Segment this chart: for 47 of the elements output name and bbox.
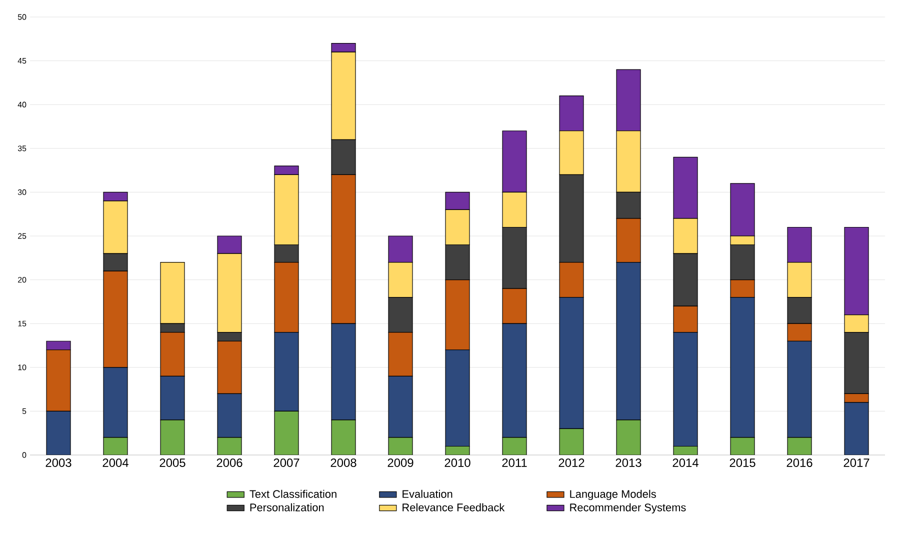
bar: [274, 332, 299, 412]
bar: [559, 428, 584, 455]
bar: [616, 262, 641, 420]
bar: [787, 340, 812, 438]
bar: [388, 376, 413, 438]
x-tick-label: 2012: [558, 458, 584, 467]
x-tick-label: 2009: [388, 458, 414, 467]
legend-label: Recommender Systems: [570, 503, 686, 514]
legend-label: Text Classification: [250, 490, 336, 498]
x-tick-label: 2014: [672, 458, 698, 467]
bar: [217, 437, 242, 455]
legend-label: Evaluation: [402, 490, 452, 498]
bar: [559, 297, 584, 430]
bar: [730, 297, 755, 438]
bar: [160, 420, 185, 455]
x-tick-label: 2016: [786, 458, 812, 467]
bar: [274, 410, 299, 455]
bar: [787, 437, 812, 455]
x-tick-label: 2010: [444, 458, 470, 467]
bar: [331, 420, 356, 455]
x-tick-label: 2007: [274, 458, 300, 467]
bar: [616, 420, 641, 455]
bar: [445, 350, 470, 447]
x-tick-label: 2011: [502, 458, 527, 467]
bar: [844, 402, 869, 455]
bar: [46, 410, 71, 455]
bar: [502, 437, 527, 455]
bar: [103, 367, 128, 438]
bar: [502, 323, 527, 438]
bar: [217, 393, 242, 438]
legend-label: Relevance Feedback: [402, 503, 505, 512]
bar: [673, 332, 698, 447]
x-tick-label: 2015: [730, 458, 756, 467]
x-tick-label: 2003: [46, 458, 72, 467]
x-tick-label: 2006: [216, 458, 242, 467]
bar: [730, 437, 755, 455]
x-tick-label: 2017: [844, 458, 870, 467]
legend-label: Language Models: [570, 490, 656, 500]
x-tick-label: 2005: [160, 458, 186, 467]
bar: [388, 437, 413, 455]
x-tick-label: 2004: [102, 458, 128, 467]
bar: [160, 376, 185, 420]
bar: [103, 437, 128, 455]
bar: [331, 323, 356, 420]
legend-label: Personalization: [250, 503, 324, 512]
x-tick-label: 2008: [330, 458, 356, 467]
x-tick-label: 2013: [616, 458, 642, 467]
